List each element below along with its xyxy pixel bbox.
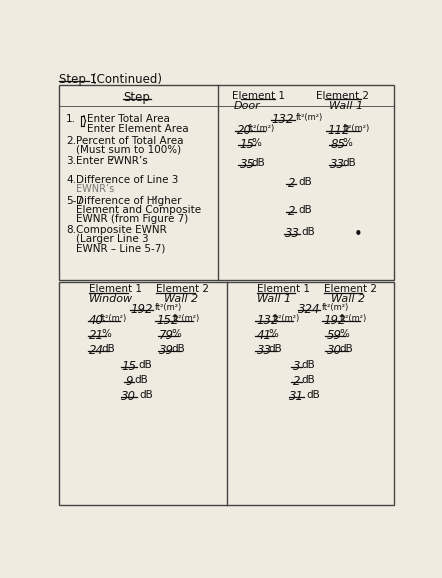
Text: ft²(m²): ft²(m²)	[340, 314, 367, 323]
Text: %: %	[171, 329, 182, 339]
Text: 5-7: 5-7	[66, 195, 83, 206]
Text: 33: 33	[330, 158, 345, 171]
Text: 59: 59	[327, 329, 342, 342]
Text: Percent of Total Area: Percent of Total Area	[76, 136, 184, 146]
Text: 112: 112	[327, 124, 350, 137]
Text: 15: 15	[240, 138, 255, 151]
Text: 152: 152	[156, 314, 179, 327]
Text: 132: 132	[257, 314, 279, 327]
Text: Element 1: Element 1	[89, 284, 142, 294]
Text: Step: Step	[123, 91, 150, 104]
Text: ft²(m²): ft²(m²)	[248, 124, 275, 133]
Text: 30: 30	[122, 391, 137, 403]
Text: ft²(m²): ft²(m²)	[172, 314, 200, 323]
Text: Enter Total Area: Enter Total Area	[87, 114, 170, 124]
Text: ft²(m²): ft²(m²)	[343, 124, 370, 133]
Text: dB: dB	[302, 360, 316, 370]
Text: 79: 79	[159, 329, 174, 342]
Text: 40: 40	[89, 314, 104, 327]
Text: (Must sum to 100%): (Must sum to 100%)	[76, 145, 181, 155]
Text: 2.: 2.	[66, 136, 76, 146]
Text: 33: 33	[257, 344, 272, 357]
Text: dB: dB	[343, 158, 357, 168]
Text: Element 1: Element 1	[232, 91, 285, 101]
Text: dB: dB	[101, 344, 114, 354]
Text: 3: 3	[293, 360, 300, 373]
Text: 85: 85	[330, 138, 345, 151]
Text: 1.: 1.	[66, 114, 76, 124]
Text: Enter Element Area: Enter Element Area	[87, 124, 189, 134]
Text: 24: 24	[89, 344, 104, 357]
Text: dB: dB	[268, 344, 282, 354]
Text: 15: 15	[122, 360, 137, 373]
Text: dB: dB	[138, 360, 152, 370]
Text: dB: dB	[339, 344, 353, 354]
Text: dB: dB	[298, 205, 312, 215]
Text: 20: 20	[236, 124, 251, 137]
Text: 132: 132	[271, 113, 293, 126]
Text: dB: dB	[139, 391, 153, 401]
Text: Element 2: Element 2	[324, 284, 377, 294]
Text: 8.: 8.	[66, 225, 76, 235]
Text: 2: 2	[288, 177, 296, 190]
Text: EWNR (from Figure 7): EWNR (from Figure 7)	[76, 214, 188, 224]
Text: dB: dB	[306, 391, 320, 401]
Text: 33: 33	[285, 227, 300, 240]
Text: 31: 31	[289, 391, 304, 403]
Text: Composite EWNR: Composite EWNR	[76, 225, 167, 235]
Text: ft²(m²): ft²(m²)	[296, 113, 324, 123]
Text: Wall 2: Wall 2	[164, 294, 198, 304]
Text: 41: 41	[257, 329, 272, 342]
Text: 35: 35	[240, 158, 255, 171]
Text: %: %	[339, 329, 349, 339]
Text: Element and Composite: Element and Composite	[76, 205, 201, 215]
Text: Element 1: Element 1	[257, 284, 310, 294]
Text: Step 1: Step 1	[59, 73, 97, 86]
Text: Door: Door	[233, 101, 260, 111]
Text: 30: 30	[327, 344, 342, 357]
Text: (Continued): (Continued)	[92, 73, 163, 86]
Text: %: %	[101, 329, 111, 339]
Text: 21: 21	[89, 329, 104, 342]
Text: 3.: 3.	[66, 155, 76, 166]
Text: 2: 2	[293, 375, 300, 388]
Text: 4.: 4.	[66, 175, 76, 185]
Text: Wall 2: Wall 2	[332, 294, 366, 304]
Text: 324: 324	[298, 303, 321, 316]
Text: Wall 1: Wall 1	[329, 101, 363, 111]
Text: Window: Window	[89, 294, 133, 304]
Text: 192: 192	[324, 314, 346, 327]
Text: 39: 39	[159, 344, 174, 357]
Text: EWNR’s: EWNR’s	[76, 184, 114, 194]
Text: Element 2: Element 2	[156, 284, 209, 294]
Text: ft²(m²): ft²(m²)	[100, 314, 127, 323]
Text: dB: dB	[298, 177, 312, 187]
Text: 2: 2	[288, 205, 296, 218]
Bar	[59, 85, 394, 280]
Bar	[59, 282, 394, 505]
Text: 9: 9	[125, 375, 133, 388]
Text: Element 2: Element 2	[316, 91, 369, 101]
Text: Wall 1: Wall 1	[257, 294, 291, 304]
Text: ft²(m²): ft²(m²)	[322, 303, 349, 313]
Text: %: %	[251, 138, 261, 148]
Text: Difference of Higher: Difference of Higher	[76, 195, 182, 206]
Text: dB: dB	[302, 375, 316, 385]
Text: ft²(m²): ft²(m²)	[273, 314, 300, 323]
Text: 192: 192	[131, 303, 153, 316]
Text: dB: dB	[251, 158, 265, 168]
Text: %: %	[268, 329, 278, 339]
Text: Difference of Line 3: Difference of Line 3	[76, 175, 179, 185]
Text: EWNR – Line 5-7): EWNR – Line 5-7)	[76, 243, 166, 253]
Text: (Larger Line 3: (Larger Line 3	[76, 234, 149, 244]
Text: dB: dB	[134, 375, 148, 385]
Text: •: •	[354, 227, 362, 242]
Text: %: %	[343, 138, 353, 148]
Text: Enter EWNR’s: Enter EWNR’s	[76, 155, 148, 166]
Text: ft²(m²): ft²(m²)	[155, 303, 182, 313]
Text: dB: dB	[171, 344, 186, 354]
Text: dB: dB	[301, 227, 315, 237]
